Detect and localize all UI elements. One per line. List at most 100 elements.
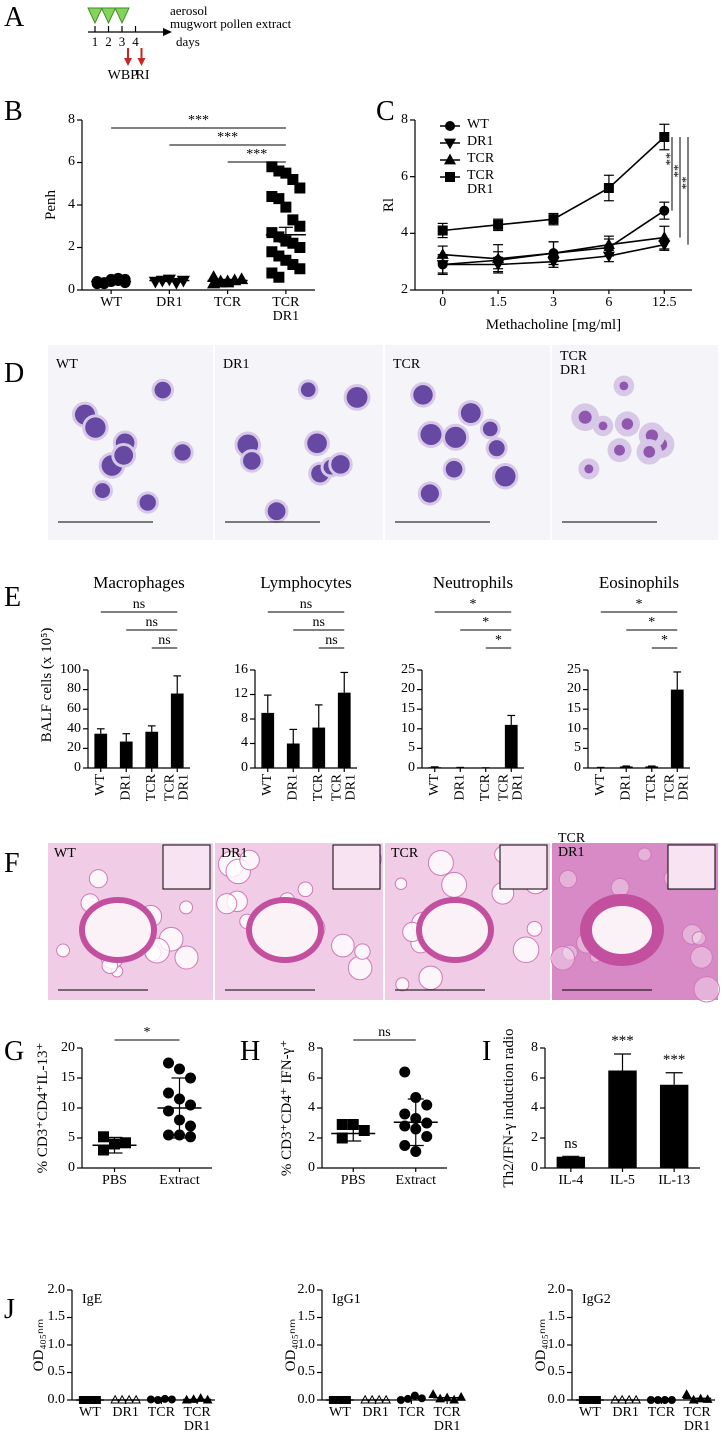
bar (286, 743, 300, 768)
y-tick-label: 5 (408, 740, 415, 756)
alveolus (693, 976, 720, 1003)
bar-annotation: *** (662, 1052, 686, 1069)
cell-nucleus (621, 418, 634, 430)
x-tick-label-box: 3 (550, 296, 557, 310)
alveolus (88, 869, 108, 889)
point (421, 1099, 433, 1111)
x-tick-label-box: DR1 (612, 1406, 638, 1420)
y-axis-label-box: OD₄₀₅ₙₘ (283, 1319, 299, 1372)
measurement-label: WBP (107, 67, 138, 83)
y-axis-label-box: % CD3⁺CD4⁺IL-13⁺ (35, 1042, 52, 1174)
alveolus (550, 946, 576, 971)
point (336, 1119, 348, 1130)
point (185, 1120, 196, 1132)
significance-label: ns (145, 615, 158, 630)
y-tick-label-box: 1.0 (47, 1336, 66, 1352)
y-tick-label-box: 4 (531, 1099, 538, 1115)
bar (337, 692, 351, 768)
bar (119, 741, 133, 768)
x-tick-label: PBS (340, 1174, 366, 1188)
aerosol-triangle (87, 7, 103, 25)
cell-nucleus (331, 455, 350, 474)
y-tick-label: 1.5 (297, 1309, 316, 1325)
y-tick-label-box: 5 (574, 740, 581, 756)
day-label: 3 (118, 34, 126, 50)
x-tick-label-box: WT (100, 296, 122, 310)
cell-nucleus (346, 386, 368, 408)
point (163, 1087, 174, 1099)
y-axis-label-box: OD₄₀₅ₙₘ (31, 1319, 47, 1372)
bar-annotation-box: ns (564, 1136, 577, 1151)
legend-label: DR1 (467, 135, 494, 149)
y-axis-label-box: Rl (381, 198, 397, 212)
x-tick-label: WT (328, 1406, 351, 1420)
x-tick-label-box: DR1 (362, 1406, 389, 1420)
y-tick-label-box: 2.0 (548, 1282, 566, 1296)
histology-label: TCR DR1 (558, 832, 586, 861)
point (658, 231, 671, 242)
x-tick-label: TCR (397, 1406, 425, 1420)
alveolus (347, 955, 373, 981)
significance-label-box: ns (300, 597, 312, 611)
alveolus (394, 877, 408, 890)
panel-letter: D (4, 357, 25, 389)
panel-letter: J (4, 1293, 15, 1325)
x-tick-label-box: TCR (148, 1406, 175, 1420)
x-tick-label: IL-4 (558, 1174, 584, 1188)
axis-label-box: days (176, 35, 200, 48)
panel-letter: I (482, 1035, 492, 1067)
x-tick-label: TCR DR1 (272, 296, 300, 325)
y-tick-label: 12 (234, 686, 248, 702)
day-label-box: 4 (132, 35, 139, 48)
y-tick-label-box: 8 (241, 711, 248, 725)
point (399, 1120, 411, 1132)
chart-title-box: IgG1 (332, 1292, 361, 1306)
legend-marker (445, 172, 455, 182)
y-tick-label-box: 5 (68, 1130, 75, 1144)
histology-label: WT (54, 847, 76, 861)
day-label-box: 2 (105, 35, 112, 48)
y-tick-label: 4 (531, 1099, 538, 1115)
y-tick-label-box: 2 (401, 281, 408, 297)
y-tick-label-box: 2.0 (298, 1282, 316, 1296)
y-tick-label: 1.0 (297, 1336, 316, 1352)
y-tick-label-box: 25 (401, 661, 415, 677)
y-axis-label: OD₄₀₅ₙₘ (533, 1318, 550, 1372)
y-tick-label-box: 4 (241, 736, 248, 750)
y-tick-label: 1.0 (47, 1336, 66, 1352)
y-tick-label: 0 (68, 1159, 75, 1175)
y-tick-label: 0 (531, 1159, 538, 1175)
y-tick-label: 2.0 (47, 1281, 66, 1297)
y-tick-label: 0 (308, 1159, 315, 1175)
point (399, 1066, 411, 1078)
x-tick-label: DR1 (362, 1406, 389, 1420)
x-tick-label-box: TCR DR1 (272, 296, 300, 325)
y-tick-label: 25 (401, 661, 415, 677)
y-tick-label: 16 (234, 661, 248, 677)
cytospin-label-box: WT (56, 358, 78, 372)
y-tick-label-box: 100 (60, 662, 81, 676)
alveolus (690, 945, 713, 969)
y-tick-label-box: 15 (401, 701, 415, 715)
y-tick-label: 0 (408, 759, 415, 775)
significance-label: *** (188, 113, 209, 128)
y-tick-label-box: 0.5 (298, 1365, 316, 1379)
cell-nucleus (420, 484, 439, 503)
y-tick-label: 2 (308, 1129, 315, 1145)
cell-nucleus (645, 429, 659, 442)
y-tick-label: 2 (401, 281, 408, 297)
x-tick-label: 0 (439, 296, 447, 310)
x-tick-label-box: WT (79, 1406, 101, 1420)
y-axis-label: % CD3⁺CD4⁺IL-13⁺ (35, 1042, 52, 1174)
x-tick-label: TCR (647, 1406, 675, 1420)
alveolus (179, 900, 194, 915)
y-tick-label-box: 0.5 (548, 1365, 566, 1379)
y-tick-label-box: 20 (567, 682, 581, 696)
y-tick-label-box: 4 (68, 197, 75, 211)
cell-nucleus (619, 381, 629, 391)
y-tick-label: 2 (531, 1129, 538, 1145)
y-tick-label: 1.5 (47, 1309, 66, 1325)
y-tick-label: 5 (574, 740, 581, 756)
significance-label-box: * (470, 597, 477, 611)
y-tick-label: 0.0 (297, 1391, 316, 1407)
